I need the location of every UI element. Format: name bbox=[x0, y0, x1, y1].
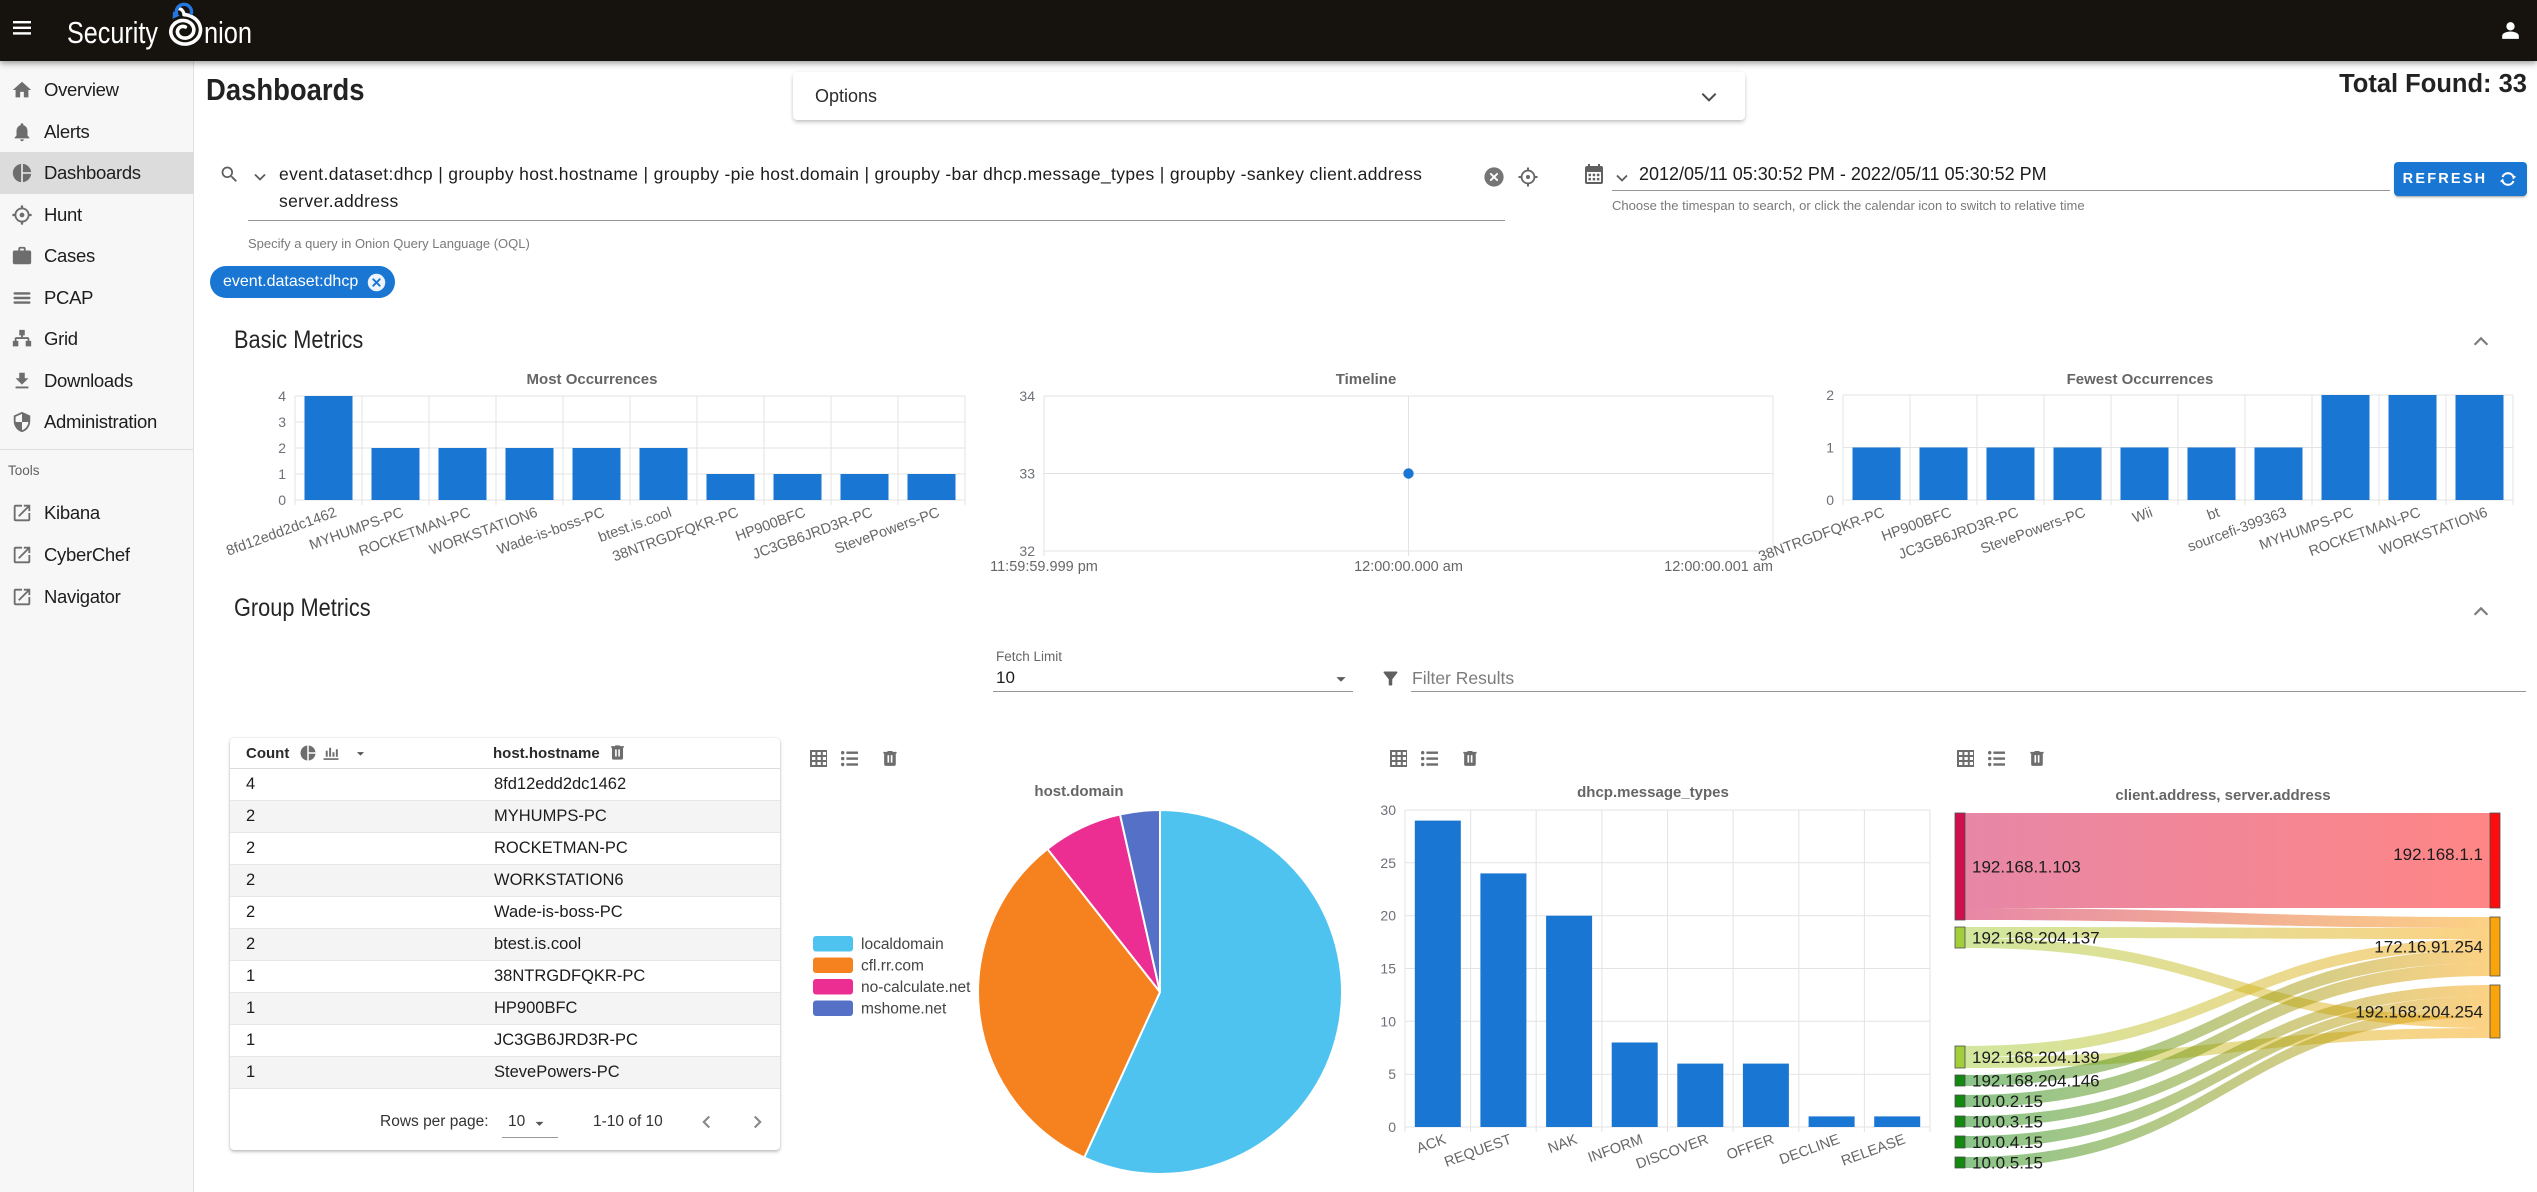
svg-text:192.168.204.139: 192.168.204.139 bbox=[1972, 1048, 2100, 1067]
svg-text:8fd12edd2dc1462: 8fd12edd2dc1462 bbox=[224, 505, 339, 560]
svg-text:2: 2 bbox=[278, 440, 286, 456]
svg-text:32: 32 bbox=[1019, 543, 1035, 559]
svg-text:0: 0 bbox=[1826, 492, 1834, 508]
svg-text:33: 33 bbox=[1019, 466, 1035, 482]
svg-text:172.16.91.254: 172.16.91.254 bbox=[2374, 938, 2483, 957]
svg-text:4: 4 bbox=[278, 388, 286, 404]
svg-text:11:59:59.999 pm: 11:59:59.999 pm bbox=[990, 559, 1098, 575]
svg-text:Timeline: Timeline bbox=[1336, 371, 1397, 388]
svg-text:3: 3 bbox=[278, 414, 286, 430]
svg-text:192.168.1.1: 192.168.1.1 bbox=[2393, 845, 2483, 864]
svg-text:ROCKETMAN-PC: ROCKETMAN-PC bbox=[2307, 505, 2423, 560]
svg-text:30: 30 bbox=[1380, 802, 1396, 818]
svg-text:1: 1 bbox=[278, 466, 286, 482]
svg-text:10.0.4.15: 10.0.4.15 bbox=[1972, 1133, 2043, 1152]
svg-text:bt: bt bbox=[2205, 505, 2222, 524]
svg-text:0: 0 bbox=[278, 492, 286, 508]
svg-text:38NTRGDFQKR-PC: 38NTRGDFQKR-PC bbox=[1756, 505, 1886, 566]
svg-text:DISCOVER: DISCOVER bbox=[1634, 1132, 1711, 1173]
svg-text:192.168.1.103: 192.168.1.103 bbox=[1972, 858, 2081, 877]
svg-text:client.address, server.address: client.address, server.address bbox=[2115, 787, 2330, 804]
svg-text:host.domain: host.domain bbox=[1034, 783, 1123, 800]
svg-text:Wii: Wii bbox=[2130, 505, 2154, 527]
svg-text:ACK: ACK bbox=[1415, 1132, 1449, 1157]
svg-text:localdomain: localdomain bbox=[861, 936, 944, 953]
svg-text:dhcp.message_types: dhcp.message_types bbox=[1577, 784, 1729, 801]
svg-text:15: 15 bbox=[1380, 961, 1396, 977]
svg-text:NAK: NAK bbox=[1546, 1132, 1580, 1157]
svg-text:25: 25 bbox=[1380, 855, 1396, 871]
svg-text:10: 10 bbox=[1380, 1013, 1396, 1029]
svg-text:mshome.net: mshome.net bbox=[861, 1001, 947, 1018]
svg-text:REQUEST: REQUEST bbox=[1442, 1132, 1513, 1171]
svg-text:Most Occurrences: Most Occurrences bbox=[527, 371, 658, 388]
svg-text:5: 5 bbox=[1388, 1066, 1396, 1082]
svg-text:10.0.3.15: 10.0.3.15 bbox=[1972, 1113, 2043, 1132]
svg-text:192.168.204.146: 192.168.204.146 bbox=[1972, 1072, 2100, 1091]
svg-text:192.168.204.137: 192.168.204.137 bbox=[1972, 929, 2100, 948]
svg-text:192.168.204.254: 192.168.204.254 bbox=[2355, 1003, 2483, 1022]
svg-text:0: 0 bbox=[1388, 1119, 1396, 1135]
svg-text:34: 34 bbox=[1019, 388, 1035, 404]
svg-text:OFFER: OFFER bbox=[1725, 1132, 1777, 1164]
svg-text:DECLINE: DECLINE bbox=[1777, 1132, 1842, 1169]
svg-text:12:00:00.001 am: 12:00:00.001 am bbox=[1664, 559, 1773, 575]
svg-text:no-calculate.net: no-calculate.net bbox=[861, 979, 971, 996]
svg-text:10.0.5.15: 10.0.5.15 bbox=[1972, 1154, 2043, 1173]
svg-text:RELEASE: RELEASE bbox=[1839, 1132, 1908, 1170]
svg-text:10.0.2.15: 10.0.2.15 bbox=[1972, 1092, 2043, 1111]
svg-text:cfl.rr.com: cfl.rr.com bbox=[861, 958, 924, 975]
svg-text:nion: nion bbox=[204, 15, 252, 50]
svg-text:ROCKETMAN-PC: ROCKETMAN-PC bbox=[357, 505, 473, 560]
svg-text:Fewest Occurrences: Fewest Occurrences bbox=[2067, 371, 2214, 388]
svg-text:1: 1 bbox=[1826, 440, 1834, 456]
svg-text:20: 20 bbox=[1380, 908, 1396, 924]
svg-text:12:00:00.000 am: 12:00:00.000 am bbox=[1354, 559, 1463, 575]
svg-text:2: 2 bbox=[1826, 387, 1834, 403]
svg-text:Security: Security bbox=[67, 15, 158, 50]
